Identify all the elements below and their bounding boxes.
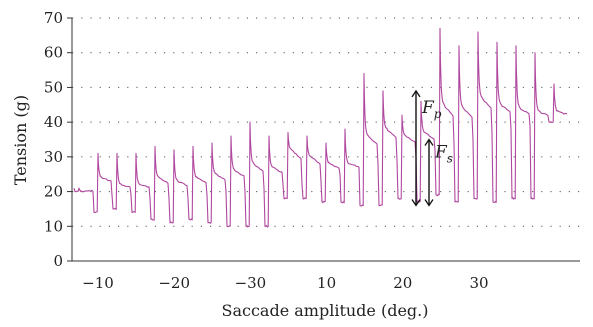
annotations: Fp Fs [411,89,453,207]
x-tick-label: 10 [317,274,336,292]
y-tick-label: 50 [44,78,63,96]
y-tick-label: 70 [44,9,63,27]
y-tick-label: 10 [44,217,63,235]
y-tick-label: 20 [44,183,63,201]
x-tick-label: −20 [158,274,190,292]
x-tick-label: 20 [393,274,412,292]
y-tick-label: 30 [44,148,63,166]
y-tick-label: 60 [44,44,63,62]
y-tick-label: 40 [44,113,63,131]
annotation-label-p: Fp [421,98,442,121]
series-line [73,27,568,228]
x-tick-label: 30 [469,274,488,292]
series-tension [73,27,568,228]
y-tick-label: 0 [53,252,63,270]
x-tick-label: −10 [82,274,114,292]
annotation-label-s: Fs [434,143,453,166]
y-tick-labels: 0 10 20 30 40 50 60 70 [44,9,72,270]
x-tick-labels: −10 −20 −30 10 20 30 [82,274,488,292]
x-tick-label: −30 [235,274,267,292]
grid-lines [72,17,580,227]
axes [71,18,580,262]
x-axis-title: Saccade amplitude (deg.) [222,301,429,320]
y-axis-title: Tension (g) [11,95,30,185]
